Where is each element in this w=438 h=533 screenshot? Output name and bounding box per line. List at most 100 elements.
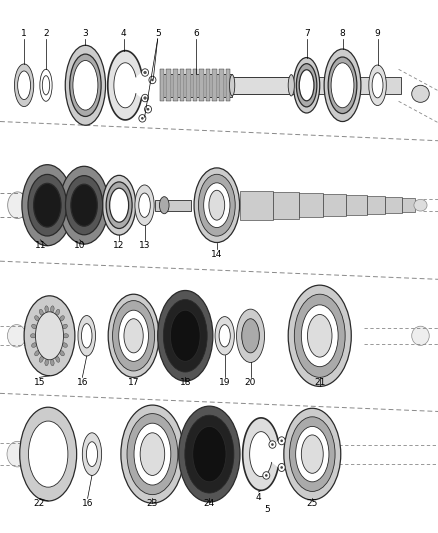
Ellipse shape — [141, 117, 144, 120]
Ellipse shape — [86, 442, 98, 466]
Ellipse shape — [242, 319, 259, 353]
Ellipse shape — [60, 316, 64, 321]
Ellipse shape — [45, 306, 49, 312]
Ellipse shape — [265, 474, 268, 477]
Ellipse shape — [35, 316, 39, 321]
Ellipse shape — [65, 45, 106, 125]
Bar — [346, 195, 367, 215]
Ellipse shape — [301, 435, 323, 473]
Ellipse shape — [297, 63, 317, 107]
Ellipse shape — [144, 71, 146, 74]
Ellipse shape — [113, 301, 155, 371]
Ellipse shape — [63, 334, 68, 338]
Ellipse shape — [135, 185, 154, 225]
Polygon shape — [243, 418, 278, 490]
Ellipse shape — [7, 192, 27, 219]
Ellipse shape — [159, 197, 169, 214]
Ellipse shape — [219, 325, 230, 347]
Ellipse shape — [139, 193, 150, 217]
Bar — [299, 193, 323, 217]
Ellipse shape — [209, 190, 225, 220]
Polygon shape — [108, 51, 141, 120]
Ellipse shape — [70, 54, 101, 117]
Ellipse shape — [35, 351, 39, 356]
Bar — [219, 69, 223, 101]
Ellipse shape — [39, 357, 43, 362]
Ellipse shape — [35, 312, 64, 360]
Text: 13: 13 — [139, 241, 150, 249]
Ellipse shape — [31, 334, 36, 338]
Ellipse shape — [179, 406, 240, 502]
Ellipse shape — [20, 407, 77, 501]
Bar — [155, 200, 191, 211]
Bar — [367, 196, 385, 214]
Ellipse shape — [278, 437, 285, 445]
Text: 4: 4 — [121, 29, 126, 38]
Ellipse shape — [56, 309, 60, 315]
Ellipse shape — [73, 61, 98, 110]
Bar — [206, 69, 210, 101]
Ellipse shape — [81, 324, 92, 348]
Text: 19: 19 — [219, 378, 230, 387]
Ellipse shape — [278, 464, 285, 472]
Ellipse shape — [324, 49, 361, 122]
Ellipse shape — [147, 108, 149, 111]
Text: 10: 10 — [74, 241, 85, 249]
Bar — [323, 194, 346, 216]
Ellipse shape — [62, 343, 67, 348]
Ellipse shape — [158, 290, 213, 381]
Bar — [160, 77, 401, 94]
Ellipse shape — [263, 472, 270, 479]
Bar — [402, 198, 415, 212]
Ellipse shape — [290, 417, 335, 491]
Bar — [273, 192, 299, 219]
Ellipse shape — [40, 69, 52, 101]
Ellipse shape — [284, 408, 341, 500]
Ellipse shape — [60, 166, 109, 244]
Ellipse shape — [144, 96, 146, 99]
Ellipse shape — [34, 183, 61, 227]
Text: 24: 24 — [204, 499, 215, 508]
Bar — [173, 69, 178, 101]
Ellipse shape — [307, 314, 332, 357]
Ellipse shape — [242, 320, 259, 352]
Bar — [166, 69, 171, 101]
Ellipse shape — [288, 75, 294, 96]
Ellipse shape — [193, 426, 226, 482]
Text: 6: 6 — [193, 29, 199, 38]
Ellipse shape — [82, 433, 102, 475]
Ellipse shape — [163, 300, 207, 372]
Bar — [193, 69, 197, 101]
Bar — [385, 197, 402, 213]
Text: 22: 22 — [34, 499, 45, 508]
Ellipse shape — [204, 183, 230, 228]
Bar — [160, 69, 164, 101]
Ellipse shape — [140, 433, 165, 475]
Ellipse shape — [32, 324, 37, 329]
Ellipse shape — [269, 441, 276, 448]
Ellipse shape — [102, 175, 136, 235]
Text: 9: 9 — [374, 29, 381, 38]
Ellipse shape — [230, 75, 235, 96]
Ellipse shape — [28, 174, 67, 236]
Text: 2: 2 — [43, 29, 49, 38]
Ellipse shape — [127, 414, 178, 495]
Text: 11: 11 — [35, 241, 46, 249]
Text: 25: 25 — [306, 499, 318, 508]
Ellipse shape — [301, 305, 338, 367]
Ellipse shape — [78, 316, 95, 356]
Ellipse shape — [296, 426, 329, 482]
Ellipse shape — [108, 294, 159, 377]
Ellipse shape — [71, 184, 97, 226]
Ellipse shape — [299, 70, 314, 101]
Ellipse shape — [18, 71, 31, 100]
Ellipse shape — [372, 72, 383, 98]
Ellipse shape — [331, 63, 354, 108]
Bar — [212, 69, 217, 101]
Ellipse shape — [369, 65, 386, 106]
Bar — [232, 77, 291, 94]
Ellipse shape — [288, 285, 351, 386]
Text: 4: 4 — [256, 493, 261, 502]
Ellipse shape — [121, 405, 184, 503]
Ellipse shape — [32, 343, 37, 348]
